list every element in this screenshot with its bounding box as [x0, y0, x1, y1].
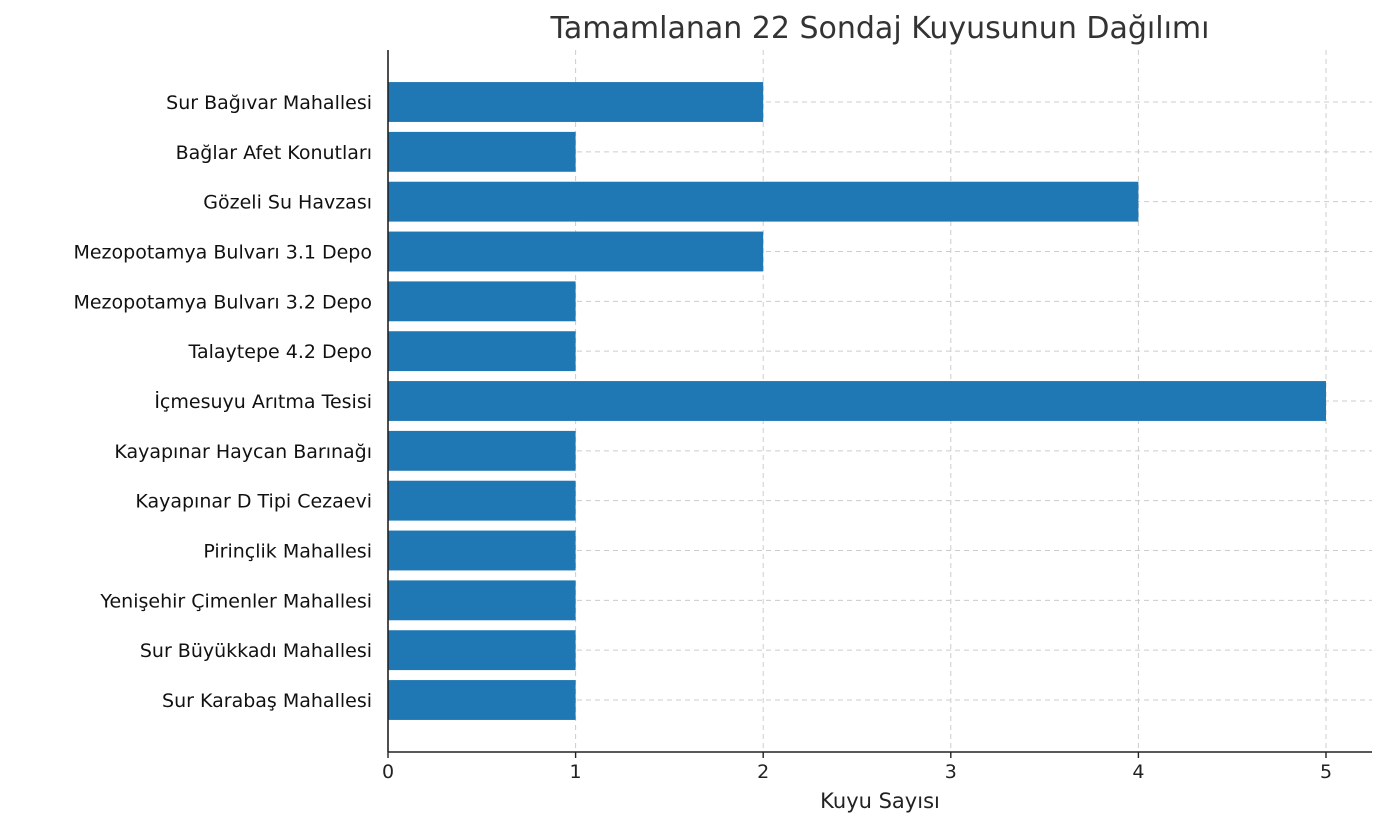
x-tick-label: 3: [945, 761, 957, 783]
x-tick-label: 4: [1132, 761, 1144, 783]
bar: [388, 181, 1139, 222]
category-label: İçmesuyu Arıtma Tesisi: [154, 390, 372, 413]
bars-layer: [388, 82, 1326, 720]
category-label: Kayapınar D Tipi Cezaevi: [135, 491, 372, 513]
category-label: Mezopotamya Bulvarı 3.2 Depo: [73, 291, 372, 313]
category-label: Talaytepe 4.2 Depo: [188, 341, 372, 363]
bar: [388, 430, 576, 471]
category-label: Mezopotamya Bulvarı 3.1 Depo: [73, 242, 372, 264]
category-label: Sur Bağıvar Mahallesi: [166, 92, 372, 114]
x-tick-labels: 0 1 2 3 4 5: [382, 752, 1332, 783]
x-tick-label: 2: [757, 761, 769, 783]
bar: [388, 480, 576, 521]
bar: [388, 131, 576, 172]
category-label: Gözeli Su Havzası: [203, 192, 372, 214]
bar: [388, 630, 576, 671]
bar: [388, 530, 576, 571]
category-label: Yenişehir Çimenler Mahallesi: [99, 590, 372, 612]
category-label: Kayapınar Haycan Barınağı: [114, 441, 372, 463]
bar: [388, 231, 764, 272]
category-label: Sur Karabaş Mahallesi: [162, 690, 372, 712]
bar: [388, 580, 576, 621]
x-tick-label: 5: [1320, 761, 1332, 783]
x-axis-label: Kuyu Sayısı: [820, 789, 940, 813]
category-label: Bağlar Afet Konutları: [176, 142, 372, 164]
category-label: Pirinçlik Mahallesi: [203, 541, 372, 563]
x-tick-label: 1: [570, 761, 582, 783]
bar: [388, 331, 576, 372]
chart-title: Tamamlanan 22 Sondaj Kuyusunun Dağılımı: [550, 11, 1210, 46]
bar: [388, 82, 764, 122]
category-labels: Sur Bağıvar Mahallesi Bağlar Afet Konutla…: [73, 92, 372, 712]
bar: [388, 381, 1326, 421]
x-tick-label: 0: [382, 761, 394, 783]
bar: [388, 680, 576, 720]
category-label: Sur Büyükkadı Mahallesi: [140, 640, 372, 662]
bar: [388, 281, 576, 322]
